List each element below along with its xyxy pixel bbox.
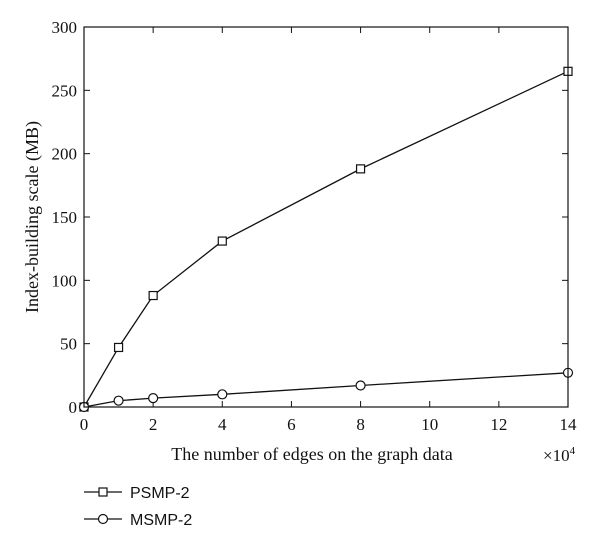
data-point-msmp-2 xyxy=(217,389,228,400)
x-axis-multiplier: ×104 xyxy=(543,445,576,465)
x-tick-label: 2 xyxy=(149,415,158,434)
y-axis-label: Index-building scale (MB) xyxy=(22,121,43,313)
series-psmp-2 xyxy=(79,66,573,412)
legend-item-psmp-2: PSMP-2 xyxy=(84,485,190,502)
x-multiplier-exponent: 4 xyxy=(570,445,576,457)
y-tick-label: 50 xyxy=(60,335,77,354)
x-tick-label: 6 xyxy=(287,415,296,434)
series-line-psmp-2 xyxy=(83,70,569,408)
y-tick-label: 300 xyxy=(52,18,78,37)
data-point-psmp-2 xyxy=(113,342,124,353)
x-tick-label: 8 xyxy=(356,415,365,434)
data-point-msmp-2 xyxy=(148,393,159,404)
legend-item-msmp-2: MSMP-2 xyxy=(84,512,192,529)
plot-frame xyxy=(83,26,569,408)
x-tick-label: 0 xyxy=(80,415,89,434)
y-tick-label: 100 xyxy=(52,271,78,290)
y-tick-label: 200 xyxy=(52,145,78,164)
legend-label-psmp-2: PSMP-2 xyxy=(130,485,190,502)
data-point-psmp-2 xyxy=(217,236,227,246)
x-tick-label: 10 xyxy=(421,415,438,434)
x-tick-label: 14 xyxy=(560,415,578,434)
legend-marker-circle xyxy=(97,513,109,525)
legend-label-msmp-2: MSMP-2 xyxy=(130,512,192,529)
data-point-psmp-2 xyxy=(355,164,366,174)
x-axis-label: The number of edges on the graph data xyxy=(171,444,452,464)
y-tick-label: 0 xyxy=(69,398,78,417)
data-point-msmp-2 xyxy=(113,395,124,406)
y-tick-label: 250 xyxy=(52,81,78,100)
data-point-psmp-2 xyxy=(148,290,158,301)
series-line-msmp-2 xyxy=(83,372,569,408)
axis-ticks: 0 2 4 6 8 10 12 14 0 50 100 150 200 250 300 xyxy=(52,18,578,434)
y-tick-label: 150 xyxy=(52,208,78,227)
x-tick-label: 12 xyxy=(490,415,507,434)
series-layer xyxy=(78,66,574,413)
x-tick-label: 4 xyxy=(218,415,227,434)
x-multiplier-base: ×10 xyxy=(543,446,570,465)
legend: PSMP-2 MSMP-2 xyxy=(84,485,192,529)
legend-marker-square xyxy=(98,487,108,497)
data-point-msmp-2 xyxy=(355,380,366,391)
